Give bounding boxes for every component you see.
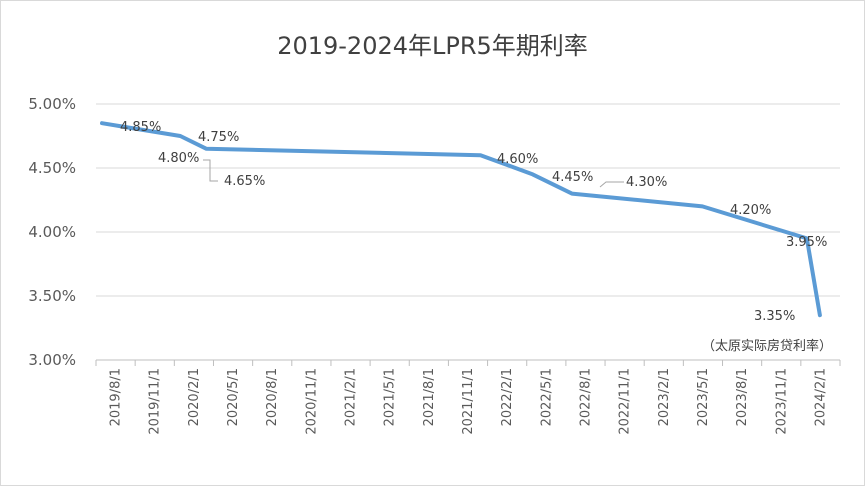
x-tick-label: 2022/2/1 — [500, 368, 515, 426]
x-tick-label: 2020/5/1 — [226, 368, 241, 426]
chart-title: 2019-2024年LPR5年期利率 — [277, 32, 588, 60]
y-tick-label: 4.00% — [28, 223, 76, 241]
y-tick-label: 4.50% — [28, 159, 76, 177]
y-axis-ticks: 5.00% 4.50% 4.00% 3.50% 3.00% — [28, 95, 76, 369]
x-tick-label: 2024/2/1 — [813, 368, 828, 426]
x-axis-ticks: 2019/8/1 2019/11/1 2020/2/1 2020/5/1 2020/8/… — [95, 360, 841, 435]
x-tick-label: 2021/8/1 — [422, 368, 437, 426]
x-tick-label: 2022/5/1 — [539, 368, 554, 426]
data-label: 4.85% — [120, 120, 161, 135]
leader-line — [203, 159, 218, 182]
x-tick-label: 2022/8/1 — [578, 368, 593, 426]
x-tick-label: 2020/11/1 — [304, 368, 319, 435]
data-label: 4.65% — [224, 174, 265, 189]
data-label: 3.35% — [754, 309, 795, 324]
y-tick-label: 5.00% — [28, 95, 76, 113]
data-label: 4.75% — [198, 130, 239, 145]
data-label: 4.30% — [626, 175, 667, 190]
y-tick-label: 3.50% — [28, 287, 76, 305]
gridlines — [96, 103, 840, 361]
data-label: 4.80% — [158, 151, 199, 166]
x-tick-label: 2023/8/1 — [735, 368, 750, 426]
x-tick-label: 2023/11/1 — [774, 368, 789, 435]
x-tick-label: 2021/2/1 — [344, 368, 359, 426]
series-line — [100, 121, 822, 318]
x-tick-label: 2023/5/1 — [696, 368, 711, 426]
leader-line — [599, 181, 624, 188]
x-tick-label: 2023/2/1 — [657, 368, 672, 426]
series-layer — [100, 121, 822, 318]
data-labels: 4.85% 4.80% 4.75% 4.65% 4.60% 4.45% 4.30% 4.20%… — [120, 120, 832, 354]
y-tick-label: 3.00% — [28, 351, 76, 369]
x-tick-label: 2021/5/1 — [383, 368, 398, 426]
x-tick-label: 2019/11/1 — [148, 368, 163, 435]
x-tick-label: 2019/8/1 — [109, 368, 124, 426]
data-label: 4.20% — [730, 203, 771, 218]
x-tick-label: 2020/8/1 — [265, 368, 280, 426]
x-tick-label: 2020/2/1 — [187, 368, 202, 426]
data-label: 4.60% — [497, 152, 538, 167]
data-label: 4.45% — [552, 170, 593, 185]
x-tick-label: 2021/11/1 — [461, 368, 476, 435]
x-tick-label: 2022/11/1 — [618, 368, 633, 435]
annotation-note: （太原实际房贷利率） — [702, 338, 832, 354]
data-label: 3.95% — [786, 235, 827, 250]
